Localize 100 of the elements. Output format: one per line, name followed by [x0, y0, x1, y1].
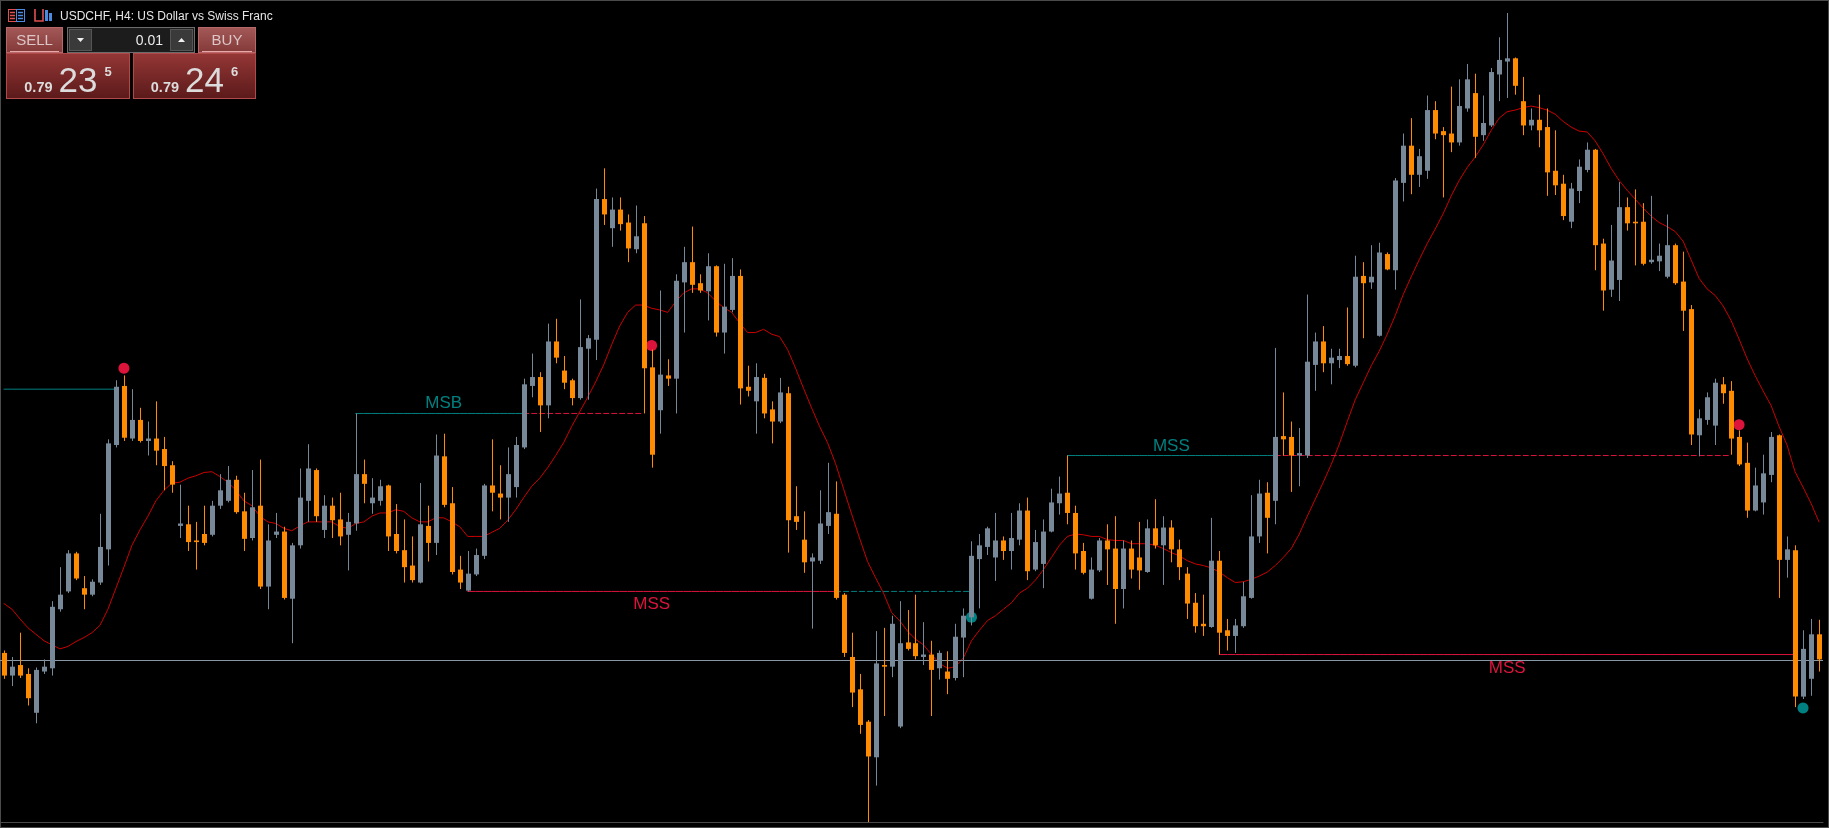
point — [646, 340, 658, 351]
candlestick — [1721, 376, 1726, 405]
candlestick — [985, 526, 990, 556]
candlestick — [1161, 515, 1166, 586]
candlestick — [1449, 86, 1454, 153]
candlestick — [130, 388, 135, 442]
candlestick — [274, 512, 279, 539]
candlestick — [690, 226, 695, 294]
annotation: 0.01 — [134, 31, 163, 50]
candlestick — [402, 518, 407, 584]
candlestick — [945, 650, 950, 695]
candlestick — [1481, 95, 1486, 142]
candlestick — [218, 473, 223, 510]
candlestick — [1225, 618, 1230, 651]
candlestick — [1057, 476, 1062, 516]
candlestick — [634, 205, 639, 254]
point — [1797, 702, 1809, 714]
candlestick — [1625, 196, 1630, 232]
candlestick — [330, 497, 335, 539]
candlestick — [1137, 521, 1142, 591]
candlestick — [1001, 535, 1006, 561]
candlestick — [338, 492, 343, 546]
candlestick — [1313, 332, 1318, 392]
candlestick — [1129, 539, 1134, 579]
candlestick — [1081, 542, 1086, 575]
candlestick — [1321, 325, 1326, 373]
candlestick — [602, 167, 607, 226]
candlestick — [466, 550, 471, 592]
candlestick — [490, 438, 495, 512]
lot-size-field: 0.01 — [67, 27, 195, 53]
candlestick — [1193, 592, 1198, 634]
candlestick — [1289, 421, 1294, 493]
candlestick — [1105, 523, 1110, 586]
series-label: MSB — [425, 393, 463, 413]
candlestick — [1433, 100, 1438, 140]
candlestick — [826, 462, 831, 535]
candlestick — [154, 400, 159, 466]
candlestick — [1281, 391, 1286, 457]
candlestick — [1417, 148, 1422, 188]
candlestick — [961, 607, 966, 678]
sell-button: SELL — [6, 27, 63, 53]
candlestick — [1065, 455, 1070, 525]
candlestick — [394, 503, 399, 554]
point — [118, 362, 130, 374]
candlestick — [170, 460, 175, 494]
annotation: 0.79 24$^{6}$ — [150, 60, 239, 101]
candlestick — [698, 273, 703, 294]
candlestick — [1337, 348, 1342, 369]
candlestick — [929, 640, 934, 717]
candlestick — [1537, 94, 1542, 148]
candlestick — [226, 465, 231, 503]
series-label: MSS — [1152, 435, 1190, 455]
series-label: MSS — [633, 594, 671, 614]
candlestick — [682, 246, 687, 334]
candlestick — [362, 459, 367, 504]
candlestick — [82, 575, 87, 610]
candlestick — [410, 535, 415, 584]
candlestick — [162, 436, 167, 491]
candlestick — [977, 533, 982, 609]
candlestick — [554, 318, 559, 364]
candlestick — [1233, 618, 1238, 654]
candlestick — [18, 632, 23, 679]
candlestick — [1505, 12, 1510, 99]
candlestick — [610, 196, 615, 248]
candlestick — [993, 512, 998, 582]
candlestick — [1009, 512, 1014, 571]
candlestick — [1169, 519, 1174, 563]
candlestick — [186, 505, 191, 552]
candlestick — [562, 355, 567, 390]
candlestick — [178, 484, 183, 539]
candlestick — [498, 464, 503, 520]
candlestick — [1553, 129, 1558, 196]
point — [1733, 419, 1745, 431]
candlestick — [1153, 498, 1158, 550]
candlestick — [474, 548, 479, 577]
candlestick — [913, 594, 918, 660]
candlestick — [794, 485, 799, 531]
candlestick — [810, 552, 815, 630]
candlestick — [937, 649, 942, 681]
candlestick — [378, 479, 383, 507]
candlestick — [1697, 408, 1702, 457]
candlestick — [666, 358, 671, 387]
candlestick — [618, 196, 623, 232]
candlestick — [10, 656, 15, 687]
candlestick — [746, 365, 751, 397]
candlestick — [906, 609, 911, 651]
candlestick — [458, 555, 463, 590]
candlestick — [138, 407, 143, 444]
candlestick — [1705, 391, 1710, 426]
sell-price-box: 0.79 23$^{5}$ — [6, 53, 130, 99]
candlestick — [202, 505, 207, 546]
candlestick — [426, 505, 431, 562]
candlestick — [802, 510, 807, 574]
candlestick — [1361, 261, 1366, 339]
buy-button: BUY — [198, 27, 256, 53]
candlestick — [586, 334, 591, 401]
candlestick — [1177, 539, 1182, 581]
candlestick — [1441, 126, 1446, 198]
candlestick — [770, 400, 775, 444]
candlestick — [506, 446, 511, 523]
